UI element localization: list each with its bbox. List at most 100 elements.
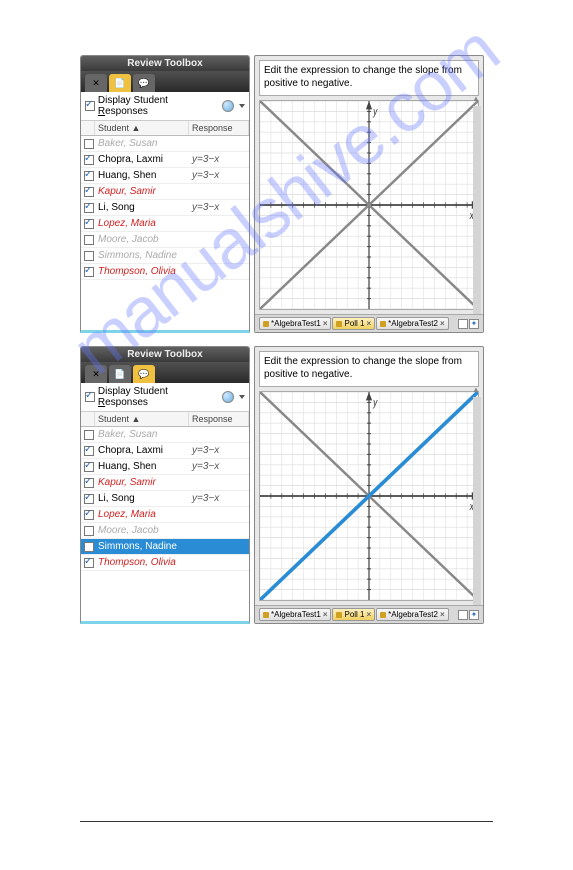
doc-tab-label: Poll 1 (344, 319, 364, 328)
toolbox-tab-2[interactable]: 💬 (133, 74, 155, 92)
student-name: Chopra, Laxmi (95, 445, 189, 456)
row-checkbox[interactable] (84, 558, 94, 568)
student-name: Simmons, Nadine (95, 541, 189, 552)
add-icon[interactable]: ✦ (469, 610, 479, 620)
row-checkbox[interactable] (84, 155, 94, 165)
student-row[interactable]: Simmons, Nadine (81, 248, 249, 264)
student-row[interactable]: Chopra, Laxmiy=3−x (81, 152, 249, 168)
close-icon[interactable]: × (323, 610, 328, 619)
student-row[interactable]: Thompson, Olivia (81, 555, 249, 571)
row-checkbox[interactable] (84, 171, 94, 181)
col-student[interactable]: Student ▲ (95, 121, 189, 135)
doc-tab[interactable]: *AlgebraTest2× (376, 608, 448, 621)
student-response: y=3−x (189, 493, 249, 504)
dropdown-icon[interactable] (239, 104, 245, 108)
table-header: Student ▲Response (81, 121, 249, 136)
row-checkbox[interactable] (84, 494, 94, 504)
student-name: Li, Song (95, 493, 189, 504)
toolbox-tab-2[interactable]: 💬 (133, 365, 155, 383)
doc-tab[interactable]: Poll 1× (332, 317, 375, 330)
col-response[interactable]: Response (189, 412, 249, 426)
display-responses-checkbox[interactable] (85, 392, 95, 402)
student-row[interactable]: Li, Songy=3−x (81, 491, 249, 507)
view-icon[interactable] (458, 319, 468, 329)
row-checkbox[interactable] (84, 430, 94, 440)
row-checkbox[interactable] (84, 203, 94, 213)
student-response: y=3−x (189, 445, 249, 456)
toolbox-tab-0[interactable]: ✕ (85, 74, 107, 92)
student-row[interactable]: Baker, Susan (81, 427, 249, 443)
col-student[interactable]: Student ▲ (95, 412, 189, 426)
close-icon[interactable]: × (440, 319, 445, 328)
toolbox-tab-0[interactable]: ✕ (85, 365, 107, 383)
close-icon[interactable]: × (367, 319, 372, 328)
question-prompt: Edit the expression to change the slope … (259, 351, 479, 387)
student-row[interactable]: Lopez, Maria (81, 507, 249, 523)
row-checkbox[interactable] (84, 526, 94, 536)
doc-tab[interactable]: Poll 1× (332, 608, 375, 621)
row-checkbox[interactable] (84, 446, 94, 456)
student-name: Lopez, Maria (95, 509, 189, 520)
graph[interactable]: xy (259, 391, 479, 601)
col-response[interactable]: Response (189, 121, 249, 135)
question-pane: Edit the expression to change the slope … (254, 346, 484, 624)
panel-1: Review Toolbox✕📄💬Display Student Respons… (80, 55, 484, 333)
dropdown-icon[interactable] (239, 395, 245, 399)
row-checkbox[interactable] (84, 251, 94, 261)
row-checkbox[interactable] (84, 187, 94, 197)
row-checkbox[interactable] (84, 462, 94, 472)
toolbox-tab-1[interactable]: 📄 (109, 74, 131, 92)
student-row[interactable]: Li, Songy=3−x (81, 200, 249, 216)
doc-tab-label: Poll 1 (344, 610, 364, 619)
doc-tab[interactable]: *AlgebraTest1× (259, 317, 331, 330)
close-icon[interactable]: × (323, 319, 328, 328)
scrollbar[interactable] (473, 397, 481, 605)
row-checkbox[interactable] (84, 139, 94, 149)
row-checkbox[interactable] (84, 510, 94, 520)
student-row[interactable]: Moore, Jacob (81, 523, 249, 539)
row-checkbox[interactable] (84, 235, 94, 245)
student-row[interactable]: Simmons, Nadine (81, 539, 249, 555)
student-row[interactable]: Huang, Sheny=3−x (81, 168, 249, 184)
toolbox-tab-1[interactable]: 📄 (109, 365, 131, 383)
student-row[interactable]: Chopra, Laxmiy=3−x (81, 443, 249, 459)
student-row[interactable]: Kapur, Samir (81, 475, 249, 491)
toolbox-title: Review Toolbox (81, 347, 249, 362)
doc-tab[interactable]: *AlgebraTest2× (376, 317, 448, 330)
display-responses-label: Display Student Responses (98, 95, 219, 117)
doc-icon (380, 612, 386, 618)
student-row[interactable]: Huang, Sheny=3−x (81, 459, 249, 475)
student-row[interactable]: Moore, Jacob (81, 232, 249, 248)
doc-icon (336, 612, 342, 618)
globe-icon[interactable] (222, 100, 234, 112)
doc-icon (263, 612, 269, 618)
toolbox-tabs: ✕📄💬 (81, 362, 249, 383)
doc-tab-label: *AlgebraTest2 (388, 319, 438, 328)
scrollbar[interactable] (473, 106, 481, 314)
student-name: Lopez, Maria (95, 218, 189, 229)
document-tabs: *AlgebraTest1×Poll 1×*AlgebraTest2×✦ (255, 605, 483, 623)
close-icon[interactable]: × (440, 610, 445, 619)
student-name: Baker, Susan (95, 138, 189, 149)
doc-tab[interactable]: *AlgebraTest1× (259, 608, 331, 621)
student-response: y=3−x (189, 461, 249, 472)
globe-icon[interactable] (222, 391, 234, 403)
row-checkbox[interactable] (84, 478, 94, 488)
doc-tab-label: *AlgebraTest2 (388, 610, 438, 619)
view-icon[interactable] (458, 610, 468, 620)
student-name: Kapur, Samir (95, 186, 189, 197)
student-row[interactable]: Kapur, Samir (81, 184, 249, 200)
display-responses-label: Display Student Responses (98, 386, 219, 408)
graph[interactable]: xy (259, 100, 479, 310)
student-row[interactable]: Thompson, Olivia (81, 264, 249, 280)
student-row[interactable]: Lopez, Maria (81, 216, 249, 232)
close-icon[interactable]: × (367, 610, 372, 619)
add-icon[interactable]: ✦ (469, 319, 479, 329)
display-responses-checkbox[interactable] (85, 101, 95, 111)
row-checkbox[interactable] (84, 219, 94, 229)
student-row[interactable]: Baker, Susan (81, 136, 249, 152)
student-response: y=3−x (189, 154, 249, 165)
row-checkbox[interactable] (84, 267, 94, 277)
row-checkbox[interactable] (84, 542, 94, 552)
document-tabs: *AlgebraTest1×Poll 1×*AlgebraTest2×✦ (255, 314, 483, 332)
